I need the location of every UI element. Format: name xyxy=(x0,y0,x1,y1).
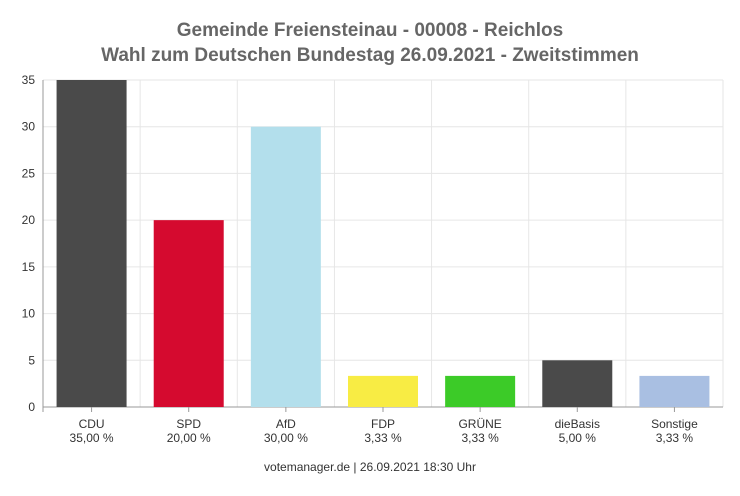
bar-cdu xyxy=(56,80,127,407)
chart-footer: votemanager.de | 26.09.2021 18:30 Uhr xyxy=(264,460,476,474)
y-tick-label: 0 xyxy=(28,400,35,414)
bar-grüne xyxy=(445,375,516,407)
bar-diebasis xyxy=(542,360,613,407)
x-tick-label: Sonstige xyxy=(651,417,698,431)
y-tick-label: 20 xyxy=(22,213,36,227)
x-tick-label: AfD xyxy=(276,417,296,431)
bar-percent-label: 3,33 % xyxy=(461,431,499,445)
y-tick-label: 15 xyxy=(22,260,36,274)
bar-percent-label: 20,00 % xyxy=(167,431,211,445)
x-tick-label: CDU xyxy=(79,417,105,431)
y-tick-label: 30 xyxy=(22,120,36,134)
chart-subtitle: Wahl zum Deutschen Bundestag 26.09.2021 … xyxy=(101,45,639,66)
chart-title: Gemeinde Freiensteinau - 00008 - Reichlo… xyxy=(176,20,564,41)
y-tick-label: 35 xyxy=(22,73,36,87)
y-tick-label: 10 xyxy=(22,307,36,321)
y-tick-label: 25 xyxy=(22,166,36,180)
bar-percent-label: 3,33 % xyxy=(656,431,694,445)
bar-fdp xyxy=(348,375,418,407)
x-tick-label: SPD xyxy=(176,417,201,431)
bar-afd xyxy=(250,126,321,407)
bar-percent-label: 30,00 % xyxy=(264,431,308,445)
bar-sonstige xyxy=(639,375,710,407)
y-tick-label: 5 xyxy=(28,353,35,367)
bar-percent-label: 5,00 % xyxy=(559,431,597,445)
x-tick-label: dieBasis xyxy=(555,417,600,431)
bar-percent-label: 35,00 % xyxy=(70,431,114,445)
bar-percent-label: 3,33 % xyxy=(364,431,402,445)
bar-spd xyxy=(153,220,224,407)
x-tick-label: FDP xyxy=(371,417,395,431)
x-tick-label: GRÜNE xyxy=(458,417,501,431)
